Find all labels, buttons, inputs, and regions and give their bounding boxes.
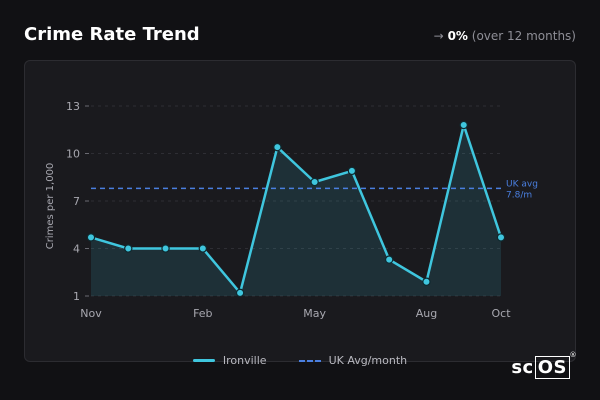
- scos-logo: sc OS ®: [511, 351, 577, 379]
- x-tick-label-aug: Aug: [416, 307, 437, 320]
- legend-label-ironville: Ironville: [222, 354, 267, 367]
- y-tick-label-10: 10: [66, 148, 80, 161]
- reference-label-uk-avg: UK avg: [506, 179, 538, 189]
- data-point-6: [310, 177, 319, 187]
- chart-legend: Ironville UK Avg/month: [0, 354, 600, 367]
- legend-swatch-ironville: [192, 359, 215, 362]
- chart-title: Crime Rate Trend: [24, 24, 200, 45]
- data-point-0: [86, 233, 96, 242]
- data-point-9: [422, 277, 431, 286]
- data-point-10: [459, 120, 468, 130]
- data-point-8: [384, 255, 394, 264]
- legend-label-uk-avg: UK Avg/month: [328, 354, 408, 367]
- logo-text-os: OS: [534, 356, 570, 379]
- y-tick-label-1: 1: [73, 290, 80, 303]
- data-point-5: [273, 142, 282, 152]
- series-area-ironville: [91, 125, 501, 296]
- logo-registered-mark: ®: [569, 351, 577, 359]
- trend-summary: → 0% (over 12 months): [434, 29, 576, 43]
- logo-text-sc: sc: [511, 357, 534, 378]
- y-axis-label: Crimes per 1,000: [45, 163, 56, 250]
- data-point-7: [347, 166, 357, 176]
- trend-arrow-icon: →: [433, 29, 444, 43]
- series-line-ironville: [90, 123, 503, 295]
- x-tick-label-feb: Feb: [193, 307, 212, 320]
- chart-card: [24, 60, 576, 362]
- data-point-3: [198, 244, 208, 253]
- x-tick-label-may: May: [303, 307, 326, 320]
- y-tick-label-7: 7: [73, 195, 80, 208]
- data-point-1: [124, 244, 133, 253]
- x-tick-label-oct: Oct: [491, 307, 511, 320]
- data-point-11: [496, 233, 506, 242]
- data-point-4: [235, 288, 245, 298]
- x-tick-label-nov: Nov: [80, 307, 102, 320]
- reference-value-uk-avg: 7.8/m: [506, 190, 532, 200]
- data-point-2: [161, 244, 170, 253]
- legend-item-ironville[interactable]: Ironville: [192, 354, 267, 367]
- y-tick-label-13: 13: [66, 100, 80, 113]
- trend-percent: 0%: [447, 29, 468, 43]
- trend-period: (over 12 months): [471, 29, 576, 43]
- y-tick-label-4: 4: [73, 243, 80, 256]
- legend-swatch-uk-avg: [298, 359, 321, 362]
- legend-item-uk-avg[interactable]: UK Avg/month: [298, 354, 408, 367]
